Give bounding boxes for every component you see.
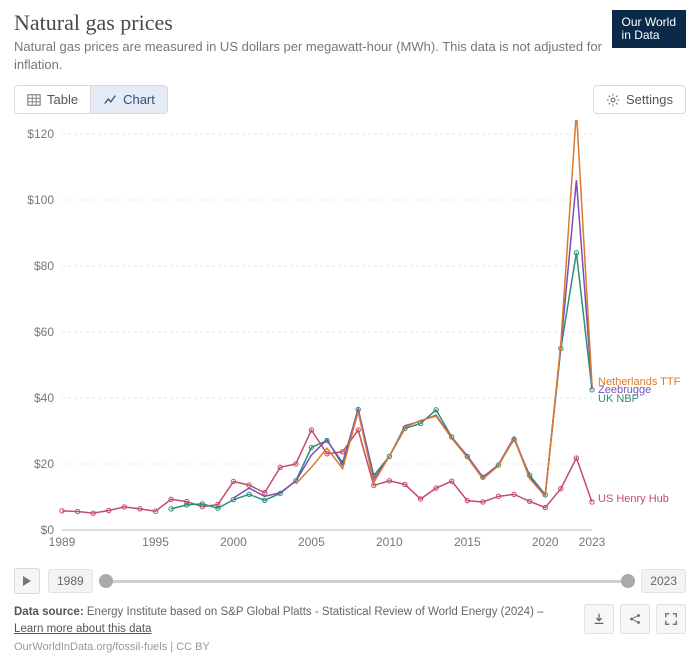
timeline-start-year[interactable]: 1989 [48, 569, 93, 593]
svg-text:$120: $120 [27, 127, 54, 141]
slider-knob-end[interactable] [621, 574, 635, 588]
logo-line2: in Data [622, 29, 676, 42]
owid-logo: Our World in Data [612, 10, 686, 48]
svg-text:$100: $100 [27, 193, 54, 207]
play-button[interactable] [14, 568, 40, 594]
svg-text:1995: 1995 [142, 535, 169, 549]
source-text: Energy Institute based on S&P Global Pla… [87, 606, 544, 618]
svg-text:1989: 1989 [49, 535, 76, 549]
svg-text:US Henry Hub: US Henry Hub [598, 493, 669, 505]
share-icon [628, 612, 642, 626]
svg-text:2005: 2005 [298, 535, 325, 549]
svg-text:$20: $20 [34, 457, 54, 471]
slider-knob-start[interactable] [99, 574, 113, 588]
fullscreen-icon [664, 612, 678, 626]
svg-text:$80: $80 [34, 259, 54, 273]
fullscreen-button[interactable] [656, 604, 686, 634]
tab-chart[interactable]: Chart [90, 86, 167, 113]
timeline-end-year[interactable]: 2023 [641, 569, 686, 593]
svg-text:2000: 2000 [220, 535, 247, 549]
source-label: Data source: [14, 606, 84, 618]
page-title: Natural gas prices [14, 10, 612, 36]
title-block: Natural gas prices Natural gas prices ar… [14, 10, 612, 73]
settings-label: Settings [626, 92, 673, 107]
tab-table[interactable]: Table [15, 86, 90, 113]
svg-text:2023: 2023 [579, 535, 606, 549]
tab-chart-label: Chart [123, 92, 155, 107]
settings-button[interactable]: Settings [593, 85, 686, 114]
view-tabs: Table Chart [14, 85, 168, 114]
tab-table-label: Table [47, 92, 78, 107]
data-source: Data source: Energy Institute based on S… [14, 604, 574, 655]
svg-text:2010: 2010 [376, 535, 403, 549]
page-subtitle: Natural gas prices are measured in US do… [14, 38, 612, 73]
download-button[interactable] [584, 604, 614, 634]
source-meta: OurWorldInData.org/fossil-fuels | CC BY [14, 639, 574, 656]
svg-text:$60: $60 [34, 325, 54, 339]
play-icon [22, 576, 32, 586]
gear-icon [606, 93, 620, 107]
chart-icon [103, 93, 117, 107]
table-icon [27, 93, 41, 107]
svg-text:Netherlands TTF: Netherlands TTF [598, 376, 681, 388]
line-chart: $0$20$40$60$80$100$120198919952000200520… [14, 120, 686, 560]
svg-text:2020: 2020 [532, 535, 559, 549]
timeline-slider[interactable] [101, 572, 634, 590]
download-icon [592, 612, 606, 626]
slider-track [101, 580, 634, 583]
learn-more-link[interactable]: Learn more about this data [14, 623, 151, 635]
svg-text:$40: $40 [34, 391, 54, 405]
footer-actions [584, 604, 686, 634]
svg-text:2015: 2015 [454, 535, 481, 549]
share-button[interactable] [620, 604, 650, 634]
